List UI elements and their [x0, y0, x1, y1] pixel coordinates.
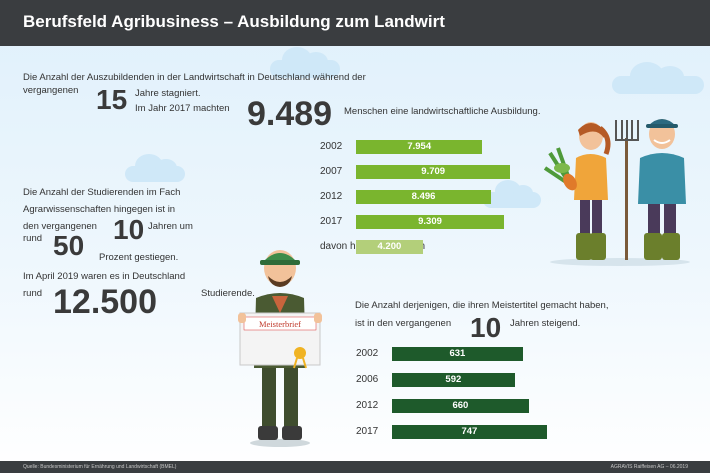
- intro-text-line: Die Anzahl der Auszubildenden in der Lan…: [23, 72, 366, 83]
- big-number-years: 10: [113, 214, 145, 245]
- bar: 747: [392, 425, 547, 439]
- studies-text-line: rund: [23, 288, 43, 299]
- bar-value-label: 7.954: [407, 141, 432, 152]
- bar-value-label: 9.309: [418, 216, 442, 227]
- meister-text-line: Die Anzahl derjenigen, die ihren Meister…: [355, 300, 609, 311]
- header-bar: Berufsfeld Agribusiness – Ausbildung zum…: [0, 0, 710, 46]
- cloud-icon: [483, 180, 541, 208]
- category-label: 2012: [320, 191, 343, 202]
- category-label: 2012: [356, 400, 379, 411]
- big-number-trainees: 9.489: [247, 95, 333, 133]
- bar: 631: [392, 347, 523, 361]
- footer-bar: Quelle: Bundesministerium für Ernährung …: [0, 461, 710, 473]
- meister-text-line: ist in den vergangenen: [355, 318, 452, 329]
- cloud-icon: [270, 47, 340, 78]
- bar-value-label: 8.496: [411, 191, 436, 202]
- big-number-students: 12.500: [53, 283, 157, 321]
- category-label: 2002: [356, 348, 379, 359]
- big-number-percent: 50: [53, 230, 85, 261]
- meister-text-line: Jahren steigend.: [510, 318, 581, 329]
- certificate-label: Meisterbrief: [258, 319, 301, 329]
- page-title: Berufsfeld Agribusiness – Ausbildung zum…: [23, 12, 445, 31]
- bar-value-label: 9.709: [421, 166, 446, 177]
- bar: 660: [392, 399, 529, 413]
- bar: 592: [392, 373, 515, 387]
- studies-text-line: Studierende.: [201, 288, 255, 299]
- studies-text-line: rund: [23, 233, 43, 244]
- bar: 9.309: [356, 215, 504, 229]
- bar: 4.200: [356, 240, 423, 254]
- category-label: 2017: [356, 426, 379, 437]
- cloud-icon: [612, 62, 704, 94]
- bar-value-label: 660: [452, 400, 469, 411]
- bar: 8.496: [356, 190, 492, 204]
- category-label: 2007: [320, 166, 343, 177]
- farmer-with-certificate-illustration: [238, 250, 322, 447]
- cloud-icon: [125, 154, 185, 182]
- intro-text-line: Menschen eine landwirtschaftliche Ausbil…: [344, 106, 541, 117]
- intro-text-line: Jahre stagniert.: [135, 88, 201, 99]
- bar: 7.954: [356, 140, 483, 154]
- category-label: 2006: [356, 374, 379, 385]
- footer-source: Quelle: Bundesministerium für Ernährung …: [23, 464, 177, 470]
- studies-text-line: Im April 2019 waren es in Deutschland: [23, 271, 186, 282]
- bar-value-label: 592: [445, 374, 462, 385]
- studies-text-line: Agrarwissenschaften hingegen ist in: [23, 204, 176, 215]
- studies-text-line: Jahren um: [148, 221, 193, 232]
- studies-text-line: den vergangenen: [23, 221, 97, 232]
- category-label: 2017: [320, 216, 343, 227]
- bar-value-label: 747: [461, 426, 478, 437]
- studies-text-line: Die Anzahl der Studierenden im Fach: [23, 187, 181, 198]
- big-number-years: 10: [470, 312, 502, 343]
- category-label: 2002: [320, 141, 343, 152]
- bar: 9.709: [356, 165, 511, 179]
- intro-text-line: vergangenen: [23, 85, 79, 96]
- bar-value-label: 4.200: [377, 241, 402, 252]
- footer-credit: AGRAVIS Raiffeisen AG – 06.2019: [610, 464, 688, 470]
- farmers-couple-illustration: [543, 119, 690, 266]
- bar-value-label: 631: [449, 348, 466, 359]
- intro-text-line: Im Jahr 2017 machten: [135, 103, 230, 114]
- studies-text-line: Prozent gestiegen.: [99, 252, 179, 263]
- big-number-years: 15: [96, 84, 128, 115]
